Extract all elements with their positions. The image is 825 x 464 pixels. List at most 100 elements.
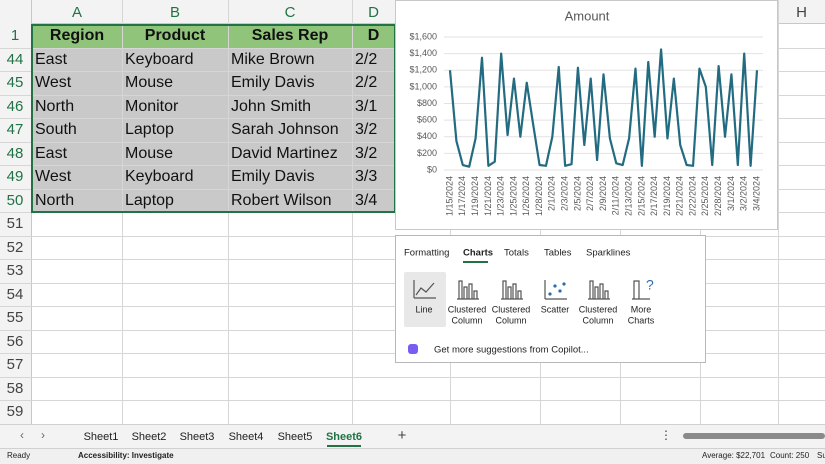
qa-option-label[interactable]: Clustered [492,304,531,314]
x-tick-label: 2/21/2024 [675,176,685,216]
status-sum: Su [817,451,825,460]
cell: North [35,97,75,115]
cell: 3/2 [355,121,378,138]
x-tick-label: 2/25/2024 [700,176,710,216]
status-average: Average: $22,701 [702,451,766,460]
x-tick-label: 3/4/2024 [751,176,761,211]
cell: John Smith [231,97,312,115]
qa-option-label[interactable]: Scatter [541,304,570,314]
row-number: 52 [6,238,24,256]
qa-option-label[interactable]: Clustered [448,304,487,314]
qa-tab[interactable]: Sparklines [586,248,631,259]
row-number: 50 [6,191,24,209]
icon-col [457,280,479,300]
qa-option-label[interactable]: Charts [628,315,655,325]
icon-col [588,280,610,300]
quick-analysis: ? [395,235,706,363]
scrollbar[interactable] [683,433,825,439]
y-tick-label: $400 [417,131,437,141]
icon-more [632,280,650,300]
row-number: 51 [6,215,24,232]
copilot-link[interactable]: Get more suggestions from Copilot... [434,345,589,356]
sheet-tab[interactable]: Sheet1 [84,431,119,443]
x-tick-label: 2/3/2024 [560,176,570,211]
qa-option-label[interactable]: Line [415,304,432,314]
cell: Monitor [125,97,179,115]
nav-prev[interactable]: ‹ [20,428,24,442]
qa-option-label[interactable]: Column [582,315,613,325]
y-tick-label: $1,000 [409,81,437,91]
cell: Sarah Johnson [231,121,339,138]
cell: 3/3 [355,168,378,185]
qa-tab[interactable]: Totals [504,248,529,259]
cell: North [35,191,75,209]
sheet-tab[interactable]: Sheet4 [229,431,264,443]
cell: Laptop [125,191,174,209]
sheet-tab[interactable]: Sheet2 [132,431,167,443]
x-tick-label: 2/5/2024 [572,176,582,211]
cell: Mouse [125,144,174,162]
row-line [0,376,825,378]
x-tick-label: 2/22/2024 [687,176,697,216]
dot [558,289,562,293]
x-tick-label: 2/17/2024 [649,176,659,216]
cell: 2/2 [355,50,378,68]
y-tick-label: $1,600 [409,31,437,41]
cell: Keyboard [125,168,194,185]
row-number: 53 [6,262,24,279]
qa-option-label[interactable]: Column [495,315,526,325]
cell: West [35,168,72,185]
cell: 3/1 [355,97,378,115]
row-number: 59 [6,403,24,420]
row-number: 45 [6,74,24,91]
status-ready: Ready [7,451,30,460]
row-number: 48 [6,144,24,162]
header-cell: Sales Rep [251,27,329,44]
x-tick-label: 2/19/2024 [662,176,672,216]
cell: 2/2 [355,74,378,91]
status-accessibility: Accessibility: Investigate [78,451,174,460]
row-line [0,400,825,401]
y-tick-label: $200 [417,148,437,158]
header-cell: Product [144,27,206,44]
row-number: 49 [6,168,24,185]
add-sheet[interactable]: + [398,427,407,444]
cell: South [35,121,77,138]
x-tick-label: 1/17/2024 [457,176,467,216]
y-tick-label: $800 [417,98,437,108]
line-series [448,48,759,168]
y-tick-label: $600 [417,115,437,125]
icon-question: ? [646,277,654,293]
row-number: 58 [6,379,24,397]
cell: Laptop [125,121,174,138]
more[interactable]: ⋮ [660,428,672,442]
sheet-tab[interactable]: Sheet3 [180,431,215,443]
nav-next[interactable]: › [41,428,45,442]
cell: East [35,144,68,162]
cell: David Martinez [231,144,338,162]
cell: Emily Davis [231,74,315,91]
scatter-dots [548,282,566,296]
qa-tab[interactable]: Charts [463,248,493,259]
sheet-tab[interactable]: Sheet6 [326,431,362,443]
qa-option-label[interactable]: Column [451,315,482,325]
x-tick-label: 2/13/2024 [623,176,633,216]
x-tick-label: 1/19/2024 [470,176,480,216]
qa-option-label[interactable]: More [631,304,652,314]
y-tick-label: $1,200 [409,65,437,75]
qa-tab[interactable]: Tables [544,248,572,259]
sheet-tab[interactable]: Sheet5 [278,431,313,443]
qa-tab[interactable]: Formatting [404,248,449,259]
dot [548,292,552,296]
row-number: 54 [6,285,24,303]
x-tick-label: 1/28/2024 [534,176,544,216]
qa-option-label[interactable]: Clustered [579,304,618,314]
x-tick-label: 3/1/2024 [726,176,736,211]
column-letter: D [368,4,379,21]
row-number: 1 [10,27,20,44]
cell: West [35,74,72,91]
tabs-bar: ‹ › + ⋮ [20,427,825,444]
row-number: 55 [6,309,24,326]
column-letter: H [796,4,807,21]
